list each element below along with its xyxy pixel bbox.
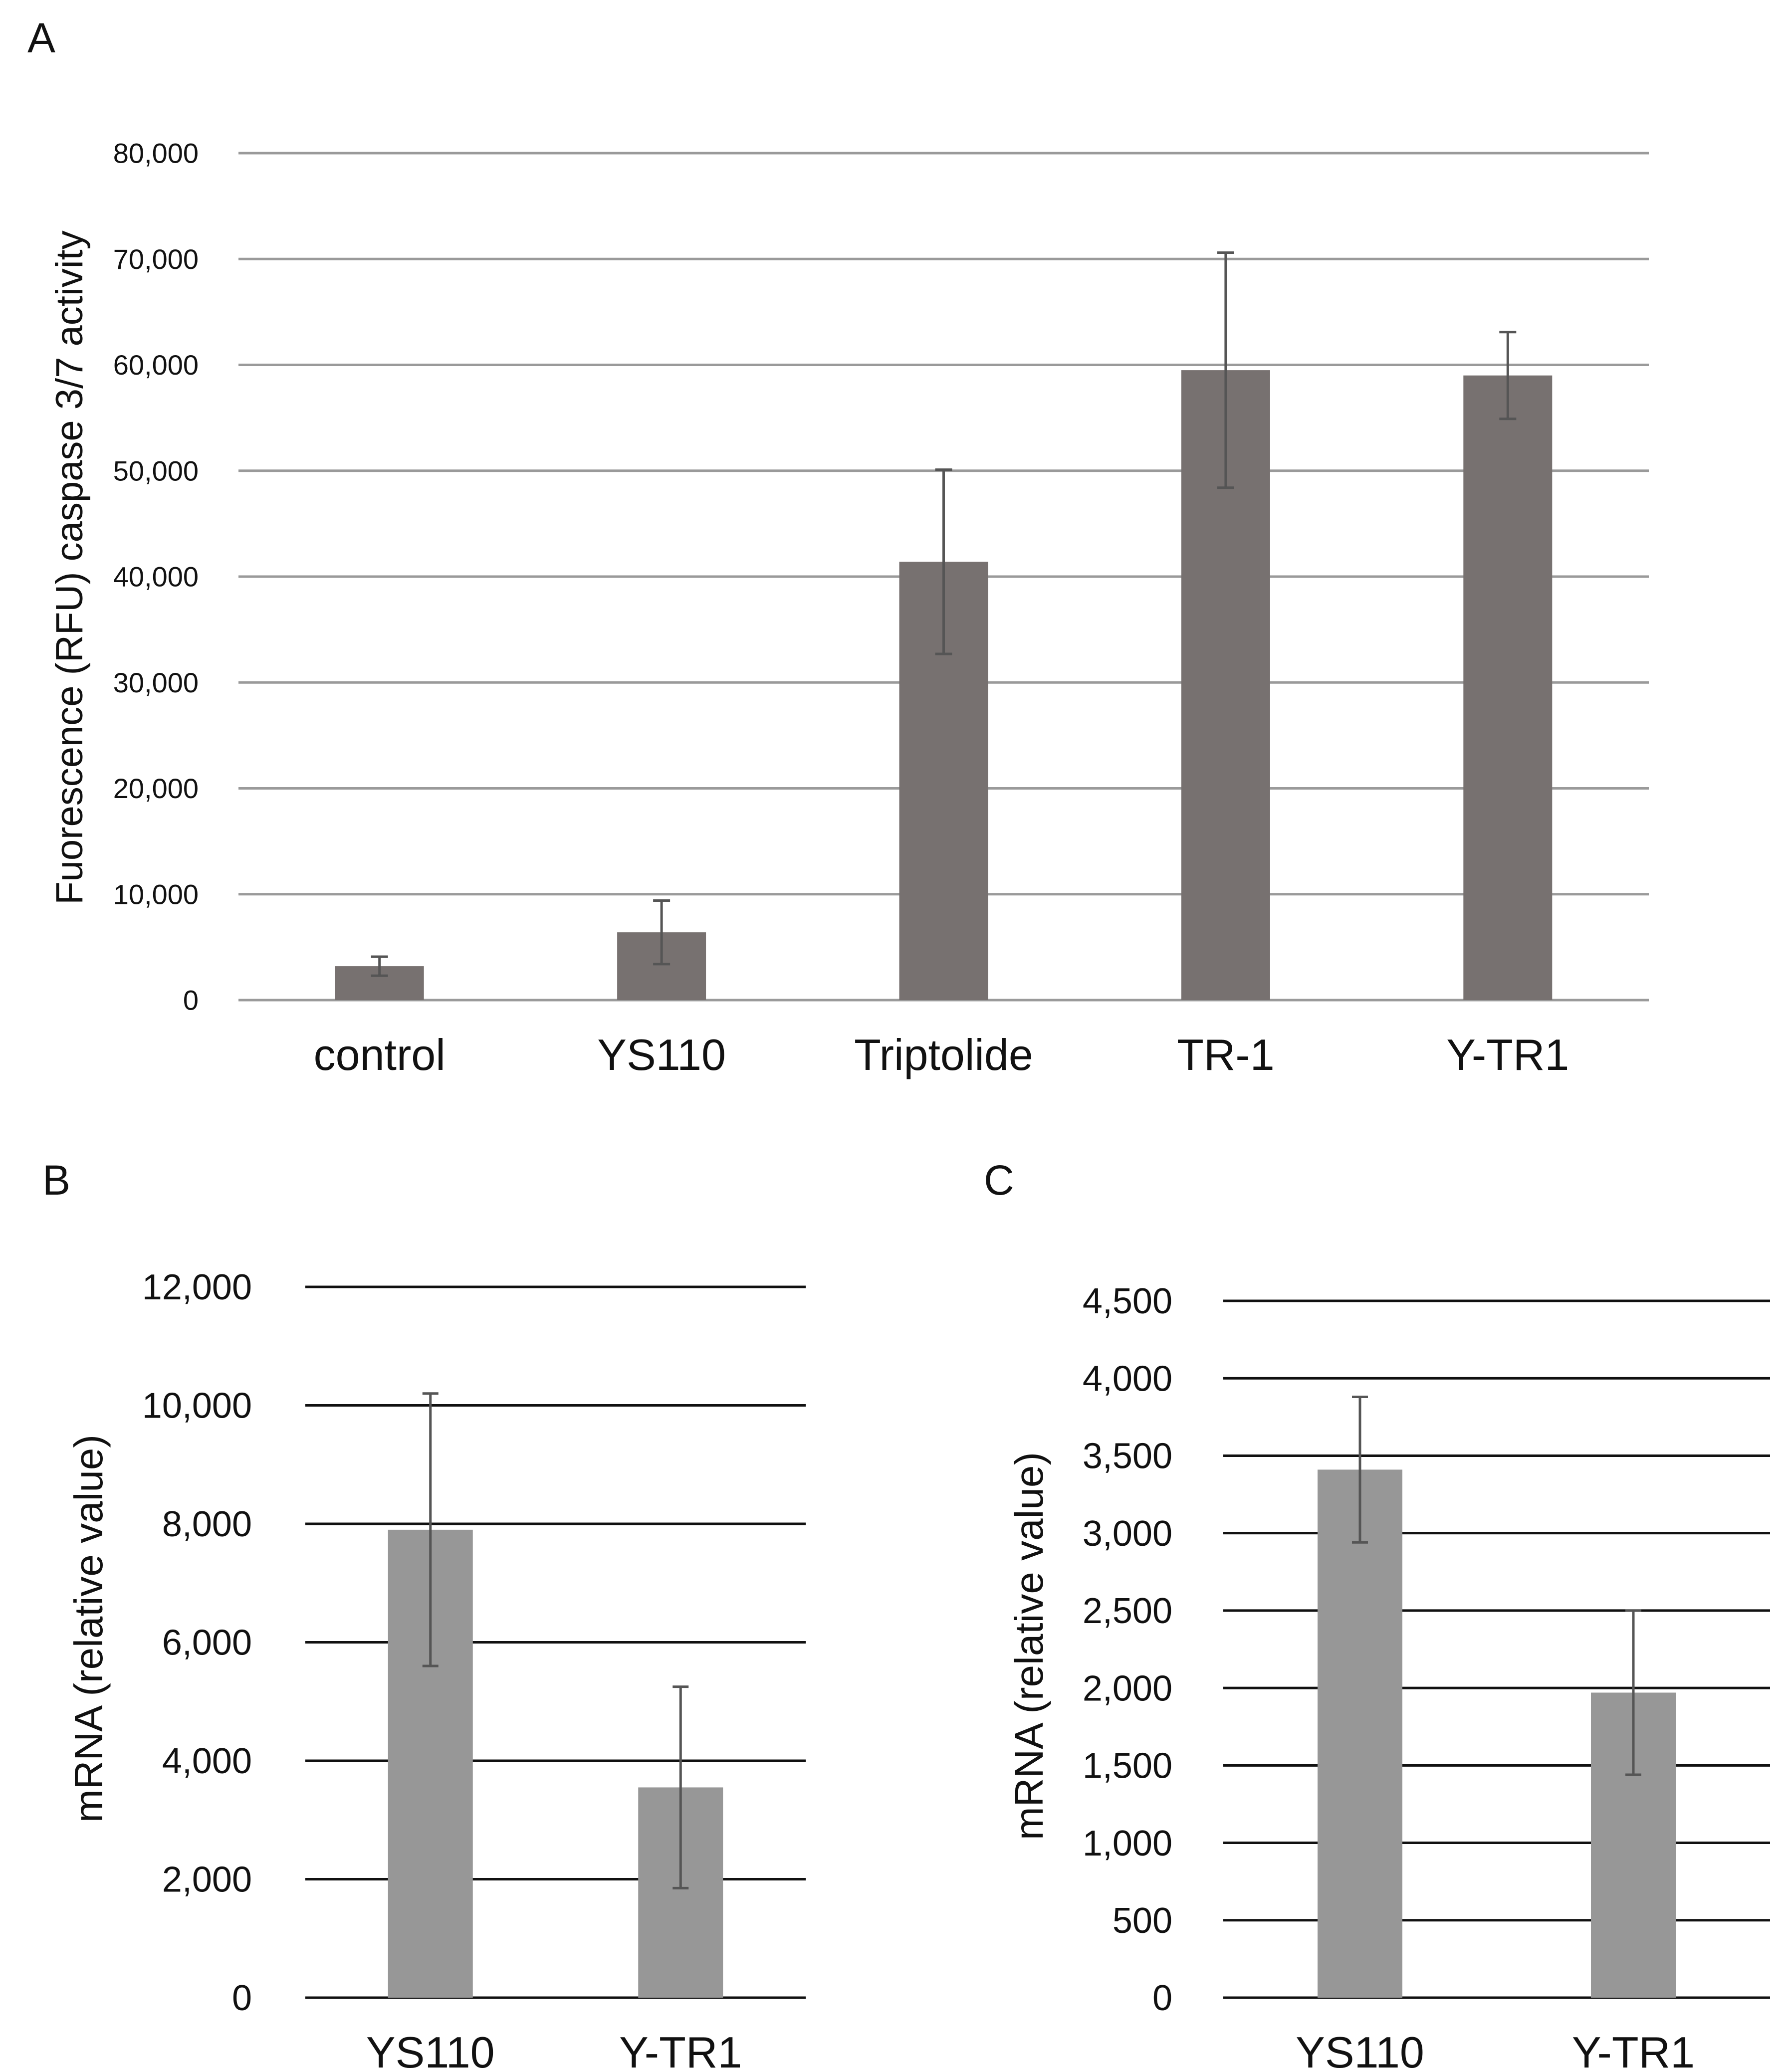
panel-letter-c: C [984, 1157, 1014, 1204]
y-tick-label: 1,000 [1083, 1824, 1172, 1864]
bar [1318, 1469, 1402, 1998]
y-tick-label: 1,500 [1083, 1746, 1172, 1786]
x-category-label: Y-TR1 [1572, 2028, 1695, 2071]
y-tick-label: 4,500 [1083, 1281, 1172, 1321]
panel-letter-a: A [27, 14, 55, 61]
y-tick-label: 0 [232, 1978, 252, 2018]
y-tick-label: 10,000 [142, 1386, 252, 1426]
y-tick-label: 80,000 [113, 138, 199, 169]
chart-b: 0 2,000 4,000 6,000 8,000 10,000 12,000 YS110 Y-… [66, 1267, 806, 2071]
y-tick-label: 50,000 [113, 455, 199, 486]
y-tick-label: 60,000 [113, 349, 199, 381]
y-tick-label: 70,000 [113, 243, 199, 275]
x-category-label: Y-TR1 [619, 2028, 742, 2071]
y-tick-label: 3,000 [1083, 1514, 1172, 1554]
x-category-label: Y-TR1 [1446, 1030, 1569, 1079]
chart-c: 0 500 1,000 1,500 2,000 2,500 3,000 3,500 4,000 4… [1007, 1281, 1770, 2071]
y-tick-label: 2,000 [1083, 1668, 1172, 1708]
y-tick-label: 30,000 [113, 667, 199, 698]
y-axis-title: Fuorescence (RFU) caspase 3/7 activity [48, 230, 91, 905]
y-tick-label: 20,000 [113, 773, 199, 804]
y-tick-label: 6,000 [162, 1623, 252, 1663]
y-tick-label: 0 [183, 985, 199, 1016]
bar [1463, 375, 1553, 1000]
x-category-label: control [314, 1030, 446, 1079]
chart-a: 0 10,000 20,000 30,000 40,000 50,000 60,000 70,… [48, 138, 1649, 1079]
y-tick-label: 0 [1152, 1978, 1172, 2018]
y-tick-label: 2,500 [1083, 1591, 1172, 1631]
y-tick-label: 10,000 [113, 878, 199, 910]
panel-letter-b: B [42, 1157, 70, 1204]
y-tick-label: 12,000 [142, 1267, 252, 1307]
y-tick-label: 2,000 [162, 1860, 252, 1900]
x-category-label: YS110 [366, 2028, 495, 2071]
y-axis-title: mRNA (relative value) [1007, 1452, 1051, 1840]
y-tick-label: 8,000 [162, 1504, 252, 1544]
y-tick-label: 40,000 [113, 561, 199, 593]
y-tick-label: 500 [1113, 1901, 1172, 1941]
x-category-label: TR-1 [1177, 1030, 1275, 1079]
y-tick-label: 3,500 [1083, 1437, 1172, 1476]
y-axis-title: mRNA (relative value) [66, 1435, 111, 1823]
y-tick-label: 4,000 [162, 1741, 252, 1781]
x-category-label: YS110 [597, 1030, 726, 1079]
y-tick-label: 4,000 [1083, 1359, 1172, 1399]
x-category-label: Triptolide [854, 1030, 1033, 1079]
x-category-label: YS110 [1296, 2028, 1424, 2071]
